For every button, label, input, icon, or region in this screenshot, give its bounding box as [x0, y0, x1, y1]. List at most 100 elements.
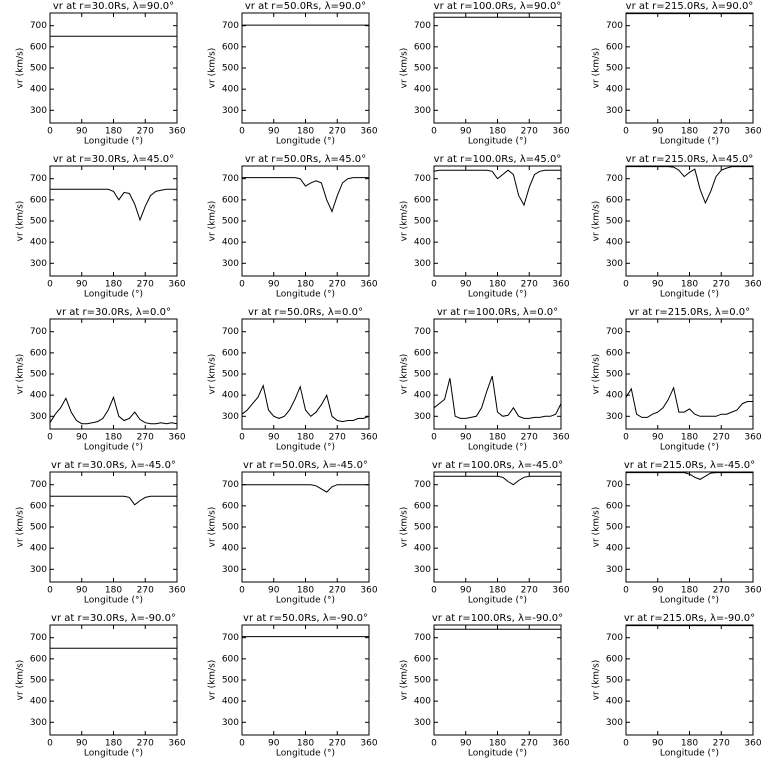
chart-title: vr at r=30.0Rs, λ=45.0°: [53, 154, 174, 165]
y-tick-label: 700: [414, 174, 431, 184]
x-tick-label: 180: [681, 739, 698, 749]
y-tick-label: 500: [222, 64, 239, 74]
y-tick-label: 500: [414, 370, 431, 380]
y-tick-label: 500: [606, 523, 623, 533]
x-tick-label: 0: [431, 586, 437, 596]
chart-title: vr at r=215.0Rs, λ=-45.0°: [624, 460, 755, 471]
y-tick-label: 600: [414, 654, 431, 664]
y-axis-label: vr (km/s): [400, 507, 410, 548]
x-axis-label: Longitude (°): [276, 749, 335, 759]
x-tick-label: 0: [47, 433, 53, 443]
x-tick-label: 0: [431, 280, 437, 290]
x-tick-label: 0: [47, 127, 53, 137]
y-axis-label: vr (km/s): [400, 201, 410, 242]
y-axis-label: vr (km/s): [592, 507, 602, 548]
data-line: [626, 166, 753, 205]
y-tick-label: 600: [606, 195, 623, 205]
x-tick-label: 360: [744, 280, 761, 290]
plot-frame: [625, 165, 754, 277]
x-tick-label: 90: [460, 433, 472, 443]
y-tick-label: 500: [414, 523, 431, 533]
x-tick-label: 360: [360, 586, 377, 596]
x-axis-label: Longitude (°): [84, 137, 143, 147]
x-tick-label: 270: [521, 739, 538, 749]
y-tick-label: 300: [606, 259, 623, 269]
y-tick-label: 600: [606, 348, 623, 358]
chart-title: vr at r=30.0Rs, λ=0.0°: [56, 307, 171, 318]
x-axis-label: Longitude (°): [84, 596, 143, 606]
data-line: [49, 395, 178, 425]
y-tick-label: 300: [606, 412, 623, 422]
x-tick-label: 360: [168, 433, 185, 443]
data-line: [242, 484, 369, 493]
y-tick-label: 700: [606, 21, 623, 31]
chart-title: vr at r=30.0Rs, λ=-90.0°: [51, 613, 176, 624]
panel: vr at r=215.0Rs, λ=-90.0° 0 90 180 270 360 300…: [592, 613, 762, 759]
y-tick-label: 500: [222, 676, 239, 686]
x-axis-label: Longitude (°): [660, 290, 719, 300]
panel: vr at r=100.0Rs, λ=0.0° 0 90 180 270 360 300 40…: [400, 307, 570, 453]
y-tick-label: 400: [30, 697, 47, 707]
x-tick-label: 180: [489, 586, 506, 596]
y-axis-label: vr (km/s): [208, 507, 218, 548]
x-axis-label: Longitude (°): [660, 596, 719, 606]
panel: vr at r=50.0Rs, λ=-90.0° 0 90 180 270 360 300 4…: [208, 613, 378, 759]
panel: vr at r=100.0Rs, λ=-90.0° 0 90 180 270 360 300…: [400, 613, 570, 759]
y-tick-label: 500: [606, 370, 623, 380]
x-tick-label: 360: [168, 127, 185, 137]
plot-frame: [625, 624, 754, 736]
y-tick-label: 600: [30, 42, 47, 52]
panel: vr at r=50.0Rs, λ=90.0° 0 90 180 270 360 300 40…: [208, 1, 378, 147]
x-tick-label: 180: [105, 280, 122, 290]
x-tick-label: 270: [137, 433, 154, 443]
y-tick-label: 600: [30, 348, 47, 358]
y-axis-label: vr (km/s): [16, 507, 26, 548]
x-tick-label: 0: [239, 433, 245, 443]
x-tick-label: 180: [105, 586, 122, 596]
y-tick-label: 600: [222, 42, 239, 52]
x-tick-label: 90: [268, 433, 280, 443]
y-axis-label: vr (km/s): [592, 48, 602, 89]
x-tick-label: 360: [360, 127, 377, 137]
x-tick-label: 360: [168, 280, 185, 290]
x-tick-label: 180: [681, 280, 698, 290]
x-tick-label: 90: [460, 127, 472, 137]
y-axis-label: vr (km/s): [16, 354, 26, 395]
y-axis-label: vr (km/s): [208, 354, 218, 395]
x-tick-label: 90: [652, 739, 664, 749]
y-tick-label: 500: [30, 523, 47, 533]
chart-title: vr at r=50.0Rs, λ=-45.0°: [243, 460, 368, 471]
y-tick-label: 700: [414, 21, 431, 31]
x-tick-label: 270: [713, 739, 730, 749]
x-tick-label: 360: [744, 433, 761, 443]
x-tick-label: 90: [460, 586, 472, 596]
chart-title: vr at r=100.0Rs, λ=90.0°: [434, 1, 562, 12]
y-tick-label: 500: [606, 64, 623, 74]
x-tick-label: 360: [552, 433, 569, 443]
y-tick-label: 300: [30, 412, 47, 422]
y-axis-label: vr (km/s): [16, 660, 26, 701]
y-tick-label: 500: [222, 523, 239, 533]
y-axis-label: vr (km/s): [592, 201, 602, 242]
y-tick-label: 400: [222, 544, 239, 554]
y-tick-label: 500: [30, 676, 47, 686]
x-tick-label: 360: [744, 586, 761, 596]
chart-title: vr at r=100.0Rs, λ=-90.0°: [432, 613, 563, 624]
x-tick-label: 270: [713, 127, 730, 137]
y-tick-label: 300: [222, 565, 239, 575]
y-tick-label: 700: [222, 633, 239, 643]
y-tick-label: 400: [30, 544, 47, 554]
x-tick-label: 180: [489, 433, 506, 443]
y-tick-label: 400: [222, 85, 239, 95]
chart-title: vr at r=215.0Rs, λ=-90.0°: [624, 613, 755, 624]
y-tick-label: 600: [414, 348, 431, 358]
y-tick-label: 500: [606, 217, 623, 227]
y-tick-label: 700: [222, 327, 239, 337]
chart-title: vr at r=100.0Rs, λ=0.0°: [437, 307, 558, 318]
x-axis-label: Longitude (°): [660, 137, 719, 147]
y-tick-label: 400: [222, 238, 239, 248]
y-tick-label: 700: [222, 480, 239, 490]
y-tick-label: 300: [30, 259, 47, 269]
y-tick-label: 400: [606, 238, 623, 248]
